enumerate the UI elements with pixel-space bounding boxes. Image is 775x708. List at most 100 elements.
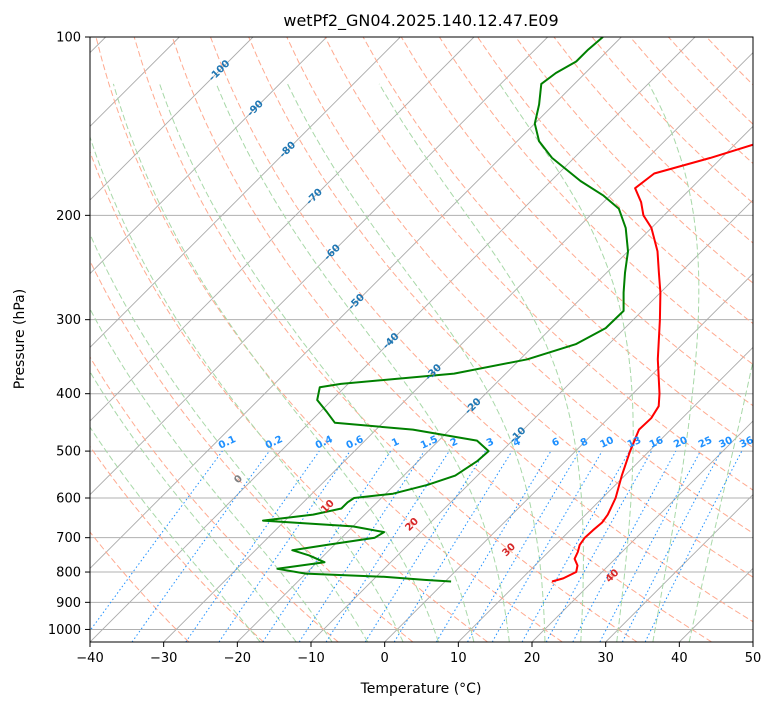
dry-adiabat-line — [90, 531, 190, 642]
isotherm-line — [90, 37, 696, 642]
isotherm-label: -40 — [381, 331, 402, 352]
mixing-ratio-label: 0.6 — [345, 434, 366, 451]
y-axis-label: Pressure (hPa) — [12, 289, 28, 389]
mixing-ratio-label: 10 — [598, 435, 615, 451]
mixing-ratio-label: 4 — [512, 436, 523, 449]
mixing-ratio-line — [435, 450, 552, 642]
mixing-ratio-label: 20 — [672, 435, 689, 451]
dry-adiabat-line — [133, 37, 638, 642]
mixing-ratio-label: 1 — [390, 436, 401, 449]
moist-adiabat-line — [648, 83, 700, 642]
temperature-profile-line — [551, 143, 753, 583]
isotherm-line — [752, 641, 753, 642]
y-tick-label: 700 — [56, 531, 81, 546]
x-tick-label: 0 — [381, 651, 389, 666]
mixing-ratio-line — [325, 450, 450, 642]
dry-adiabat-line — [591, 37, 753, 204]
moist-adiabat-line — [499, 83, 634, 642]
x-tick-label: 50 — [745, 651, 762, 666]
isotherm-label: -70 — [304, 187, 325, 208]
mixing-ratio-line — [185, 450, 320, 642]
mixing-ratio-label: 0.2 — [264, 434, 285, 451]
isotherm-line — [384, 273, 753, 642]
dry-adiabat-line — [90, 150, 488, 642]
dry-adiabat-line — [171, 37, 712, 642]
isotherm-label: -80 — [278, 140, 299, 161]
dry-adiabat-line — [90, 356, 339, 642]
dry-adiabat-line — [706, 37, 753, 86]
mixing-ratio-label: 30 — [717, 435, 734, 451]
mixing-ratio-line — [644, 450, 743, 642]
isotherm-line — [605, 494, 753, 642]
mixing-ratio-line — [572, 450, 677, 642]
y-tick-label: 100 — [56, 31, 81, 46]
mixing-ratio-line — [521, 450, 630, 642]
y-tick-label: 1000 — [48, 623, 81, 638]
isotherm-line — [458, 346, 753, 642]
x-tick-label: 30 — [597, 651, 614, 666]
isotherm-label: -100 — [207, 58, 233, 84]
isotherm-label: -90 — [245, 98, 266, 119]
dry-adiabat-line — [438, 37, 753, 366]
mixing-ratio-label: 25 — [697, 435, 714, 451]
moist-adiabat-line — [378, 83, 584, 642]
y-tick-label: 800 — [56, 566, 81, 581]
mixing-ratio-label: 0.4 — [314, 434, 335, 451]
y-tick-label: 900 — [56, 596, 81, 611]
dry-adiabat-line — [515, 37, 753, 284]
dry-adiabat-line — [210, 37, 753, 623]
mixing-ratio-line — [298, 450, 425, 642]
mixing-ratio-line — [599, 450, 701, 642]
x-axis-label: Temperature (°C) — [360, 681, 482, 697]
moist-adiabat-line — [90, 135, 404, 642]
mixing-ratio-line — [393, 450, 513, 642]
isotherm-line — [90, 37, 327, 275]
mixing-ratio-label: 6 — [550, 436, 561, 449]
mixing-ratio-label: 8 — [579, 436, 590, 449]
mixing-ratio-line — [218, 450, 351, 642]
mixing-ratio-label: 16 — [648, 435, 665, 451]
moist-adiabat-line — [287, 83, 546, 642]
mixing-ratio-label: 1.5 — [419, 434, 440, 451]
mixing-ratio-label: 13 — [626, 435, 643, 451]
y-tick-label: 200 — [56, 209, 81, 224]
dry-adiabat-label: 40 — [604, 567, 622, 585]
mixing-ratio-label: 36 — [738, 435, 755, 451]
isotherm-line — [90, 37, 401, 348]
x-tick-label: −40 — [76, 651, 103, 666]
isotherm-label: -30 — [424, 362, 445, 383]
isotherm-line — [679, 567, 753, 642]
moist-adiabat-line — [90, 370, 297, 642]
isotherm-line — [531, 420, 753, 642]
y-tick-label: 500 — [56, 445, 81, 460]
dry-adiabat-line — [248, 37, 753, 578]
x-tick-label: 40 — [671, 651, 688, 666]
isotherm-line — [163, 52, 753, 642]
isotherm-line — [90, 37, 548, 496]
isotherm-line — [90, 37, 622, 569]
x-tick-label: 20 — [524, 651, 541, 666]
mixing-ratio-line — [262, 450, 392, 642]
dry-adiabat-line — [477, 37, 753, 325]
isotherm-label: -60 — [322, 242, 343, 263]
isotherm-line — [310, 199, 753, 642]
dry-adiabat-line — [90, 259, 414, 642]
mixing-ratio-line — [545, 450, 653, 642]
dry-adiabat-label: 0 — [232, 473, 245, 486]
y-tick-label: 300 — [56, 313, 81, 328]
moist-adiabat-line — [112, 83, 439, 642]
isotherm-line — [90, 37, 475, 422]
isotherm-label: -10 — [508, 425, 529, 446]
moist-adiabat-line — [90, 308, 333, 642]
chart-title: wetPf2_GN04.2025.140.12.47.E09 — [283, 11, 558, 31]
y-tick-label: 400 — [56, 387, 81, 402]
mixing-ratio-label: 2 — [449, 436, 460, 449]
dry-adiabat-line — [95, 37, 563, 642]
dewpoint-profile-line — [262, 37, 629, 583]
dry-adiabat-label: 20 — [403, 516, 421, 534]
mixing-ratio-line — [90, 450, 223, 632]
isotherm-line — [90, 37, 254, 201]
mixing-ratio-label: 3 — [485, 436, 496, 449]
moist-adiabat-line — [215, 83, 510, 642]
